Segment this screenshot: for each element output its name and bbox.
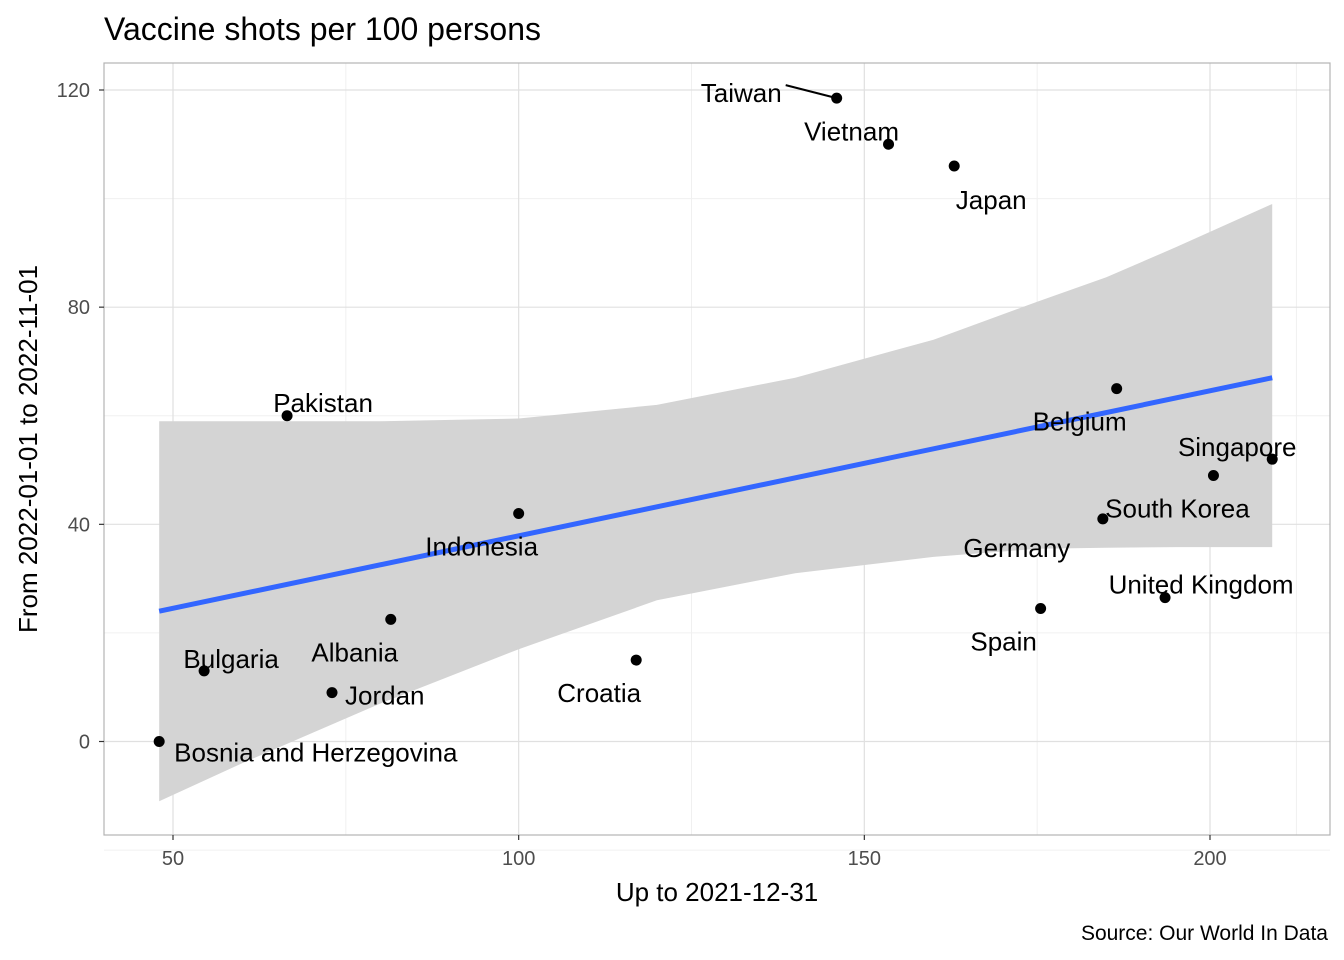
point-label: South Korea [1105,493,1250,523]
x-tick-label: 100 [502,848,535,870]
point-label: Croatia [557,678,641,708]
x-axis-ticks: 50 100 150 200 [162,835,1227,870]
y-tick-label: 40 [68,514,90,536]
regression-line [158,375,1273,614]
point-spain [1035,602,1047,614]
point-label: United Kingdom [1109,570,1294,600]
point-label: Singapore [1178,432,1297,462]
point-bulgaria [198,665,210,677]
point-label: Bosnia and Herzegovina [174,738,458,768]
confidence-band [159,204,1273,802]
point-south-korea [1207,469,1219,481]
point-label: Germany [963,533,1070,563]
chart-title: Vaccine shots per 100 persons [104,11,541,47]
x-tick-label: 50 [162,848,184,870]
point-labels: Taiwan Vietnam Japan Pakistan Belgium Singapo… [174,78,1296,767]
point-croatia [630,654,642,666]
plot-panel: Taiwan Vietnam Japan Pakistan Belgium Singapo… [103,62,1331,851]
label-leader-line [785,84,833,99]
x-tick-label: 150 [848,848,881,870]
point-belgium [1111,383,1123,395]
point-germany [1097,513,1109,525]
point-label: Japan [956,185,1027,215]
point-singapore [1266,453,1278,465]
point-indonesia [513,507,525,519]
point-label: Belgium [1033,407,1127,437]
point-albania [385,613,397,625]
point-vietnam [883,138,895,150]
point-pakistan [281,410,293,422]
y-axis-title: From 2022-01-01 to 2022-11-01 [13,265,43,633]
point-united-kingdom [1159,592,1171,604]
point-japan [948,160,960,172]
point-label: Spain [970,626,1037,656]
data-points [153,92,1278,747]
panel-border [103,62,1331,836]
point-label: Pakistan [273,388,373,418]
point-label: Jordan [345,681,425,711]
point-label: Vietnam [804,116,899,146]
y-tick-label: 80 [68,297,90,319]
point-label: Albania [311,637,398,667]
x-axis-title: Up to 2021-12-31 [616,877,818,907]
point-taiwan [831,92,843,104]
y-tick-label: 0 [79,732,90,754]
point-label: Indonesia [425,531,538,561]
point-jordan [326,687,338,699]
point-label: Bulgaria [183,644,279,674]
point-label: Taiwan [701,78,782,108]
confidence-band-area [159,204,1273,802]
y-tick-label: 120 [57,80,90,102]
trend-line [158,375,1273,614]
x-tick-label: 200 [1193,848,1226,870]
y-axis-ticks: 0 40 80 120 [57,80,104,754]
point-bosnia-and-herzegovina [153,736,165,747]
source-caption: Source: Our World In Data [1081,922,1328,945]
